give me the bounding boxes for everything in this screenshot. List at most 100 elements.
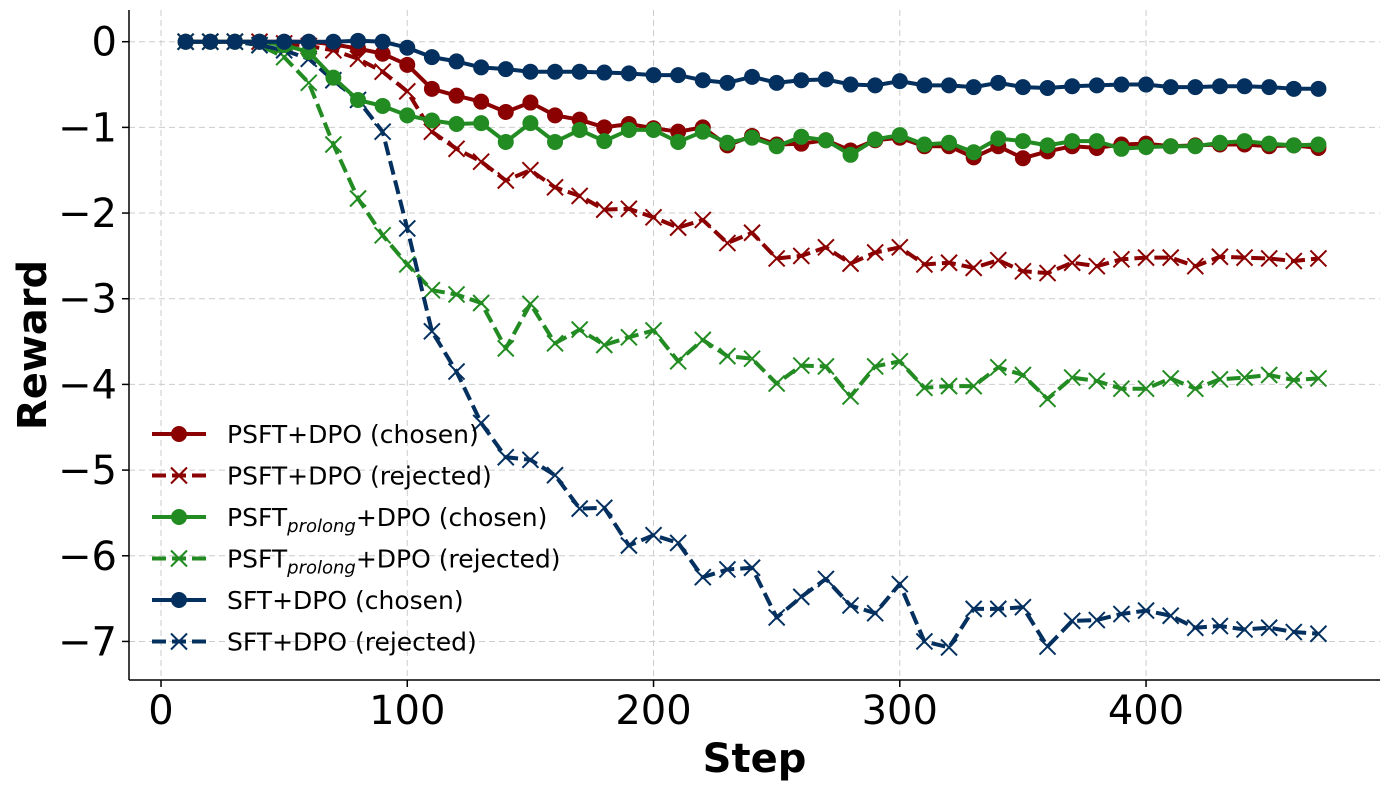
x-marker-stroke (1088, 372, 1106, 390)
x-marker-stroke (817, 357, 835, 376)
x-marker-stroke (669, 534, 687, 552)
data-point (866, 604, 884, 622)
x-marker-stroke (170, 466, 188, 485)
x-marker-stroke (866, 604, 884, 622)
x-marker-stroke (570, 320, 589, 339)
data-point (842, 146, 859, 163)
data-point (694, 123, 711, 140)
data-point (447, 285, 466, 304)
x-marker-stroke (1112, 250, 1131, 269)
data-point (792, 588, 810, 606)
x-marker-stroke (1014, 598, 1032, 616)
data-point (1112, 605, 1131, 623)
data-point (1187, 79, 1204, 96)
data-point (965, 79, 982, 96)
y-axis-label: Reward (10, 260, 56, 430)
data-point (300, 33, 317, 50)
x-marker-stroke (669, 218, 687, 237)
data-point (866, 357, 884, 376)
data-point (915, 632, 934, 651)
x-marker-stroke (841, 596, 860, 615)
data-point (521, 451, 540, 469)
data-point (620, 328, 638, 346)
data-point (423, 49, 440, 66)
data-point (1038, 264, 1057, 282)
data-point (916, 136, 933, 153)
data-point (1211, 617, 1229, 635)
data-point (596, 119, 613, 136)
data-point (915, 379, 934, 397)
data-point (276, 33, 293, 50)
data-point (447, 140, 466, 158)
y-tick-label: −5 (58, 448, 117, 494)
x-marker-stroke (1063, 612, 1081, 630)
data-point (546, 466, 564, 484)
data-point (670, 133, 687, 150)
data-point (546, 178, 564, 197)
x-marker-stroke (1112, 379, 1131, 398)
data-point (1113, 76, 1130, 93)
x-marker-stroke (767, 249, 786, 268)
data-point (1014, 150, 1031, 167)
data-point (719, 134, 736, 151)
data-point (1310, 80, 1327, 97)
data-point (1260, 249, 1278, 268)
x-marker-stroke (1161, 369, 1180, 388)
data-point (522, 63, 539, 80)
data-point (447, 362, 466, 381)
data-point (349, 189, 367, 208)
data-point (620, 65, 637, 82)
data-point (718, 234, 737, 252)
x-marker-stroke (300, 74, 318, 92)
data-point (989, 358, 1008, 376)
data-point (694, 568, 712, 586)
data-point (1064, 78, 1081, 95)
data-point (793, 128, 810, 145)
data-point (694, 331, 712, 349)
legend-label: SFT+DPO (chosen) (227, 586, 464, 615)
data-point (792, 247, 810, 265)
x-marker-stroke (940, 638, 958, 657)
x-marker-stroke (1211, 370, 1229, 388)
data-point (744, 68, 761, 85)
data-point (669, 352, 687, 370)
data-point (891, 73, 908, 90)
data-point (743, 224, 761, 242)
data-point (891, 575, 909, 593)
data-point (744, 129, 761, 146)
x-axis-label: Step (703, 736, 807, 782)
grid-layer (129, 10, 1380, 680)
data-point (399, 107, 416, 124)
x-marker-stroke (644, 526, 663, 544)
data-point (1038, 390, 1057, 408)
data-point (325, 33, 342, 50)
x-marker-stroke (497, 448, 515, 466)
data-point (448, 115, 465, 132)
x-marker-stroke (472, 414, 490, 432)
data-point (1261, 135, 1278, 152)
data-point (497, 133, 514, 150)
data-point (547, 107, 564, 124)
data-point (1187, 138, 1204, 155)
data-point (1014, 133, 1031, 150)
x-marker-stroke (620, 536, 638, 555)
x-marker-stroke (472, 152, 490, 171)
x-tick-label: 0 (148, 688, 173, 734)
data-point (669, 218, 687, 237)
axes-layer: 0 100 200 300 400 0 −1 −2 −3 −4 −5 −6 −7 Step Reward (10, 10, 1380, 782)
data-point (718, 347, 737, 365)
x-marker-stroke (1088, 257, 1106, 275)
x-marker-stroke (521, 451, 540, 469)
x-marker-stroke (324, 135, 343, 154)
x-marker-stroke (1161, 248, 1180, 267)
data-point (891, 352, 909, 370)
data-point (398, 219, 416, 238)
x-marker-stroke (1260, 366, 1278, 384)
data-point (497, 61, 514, 78)
data-point (1285, 252, 1303, 270)
data-point (842, 76, 859, 93)
data-point (1285, 80, 1302, 97)
data-point (448, 53, 465, 70)
x-marker-stroke (940, 377, 958, 395)
